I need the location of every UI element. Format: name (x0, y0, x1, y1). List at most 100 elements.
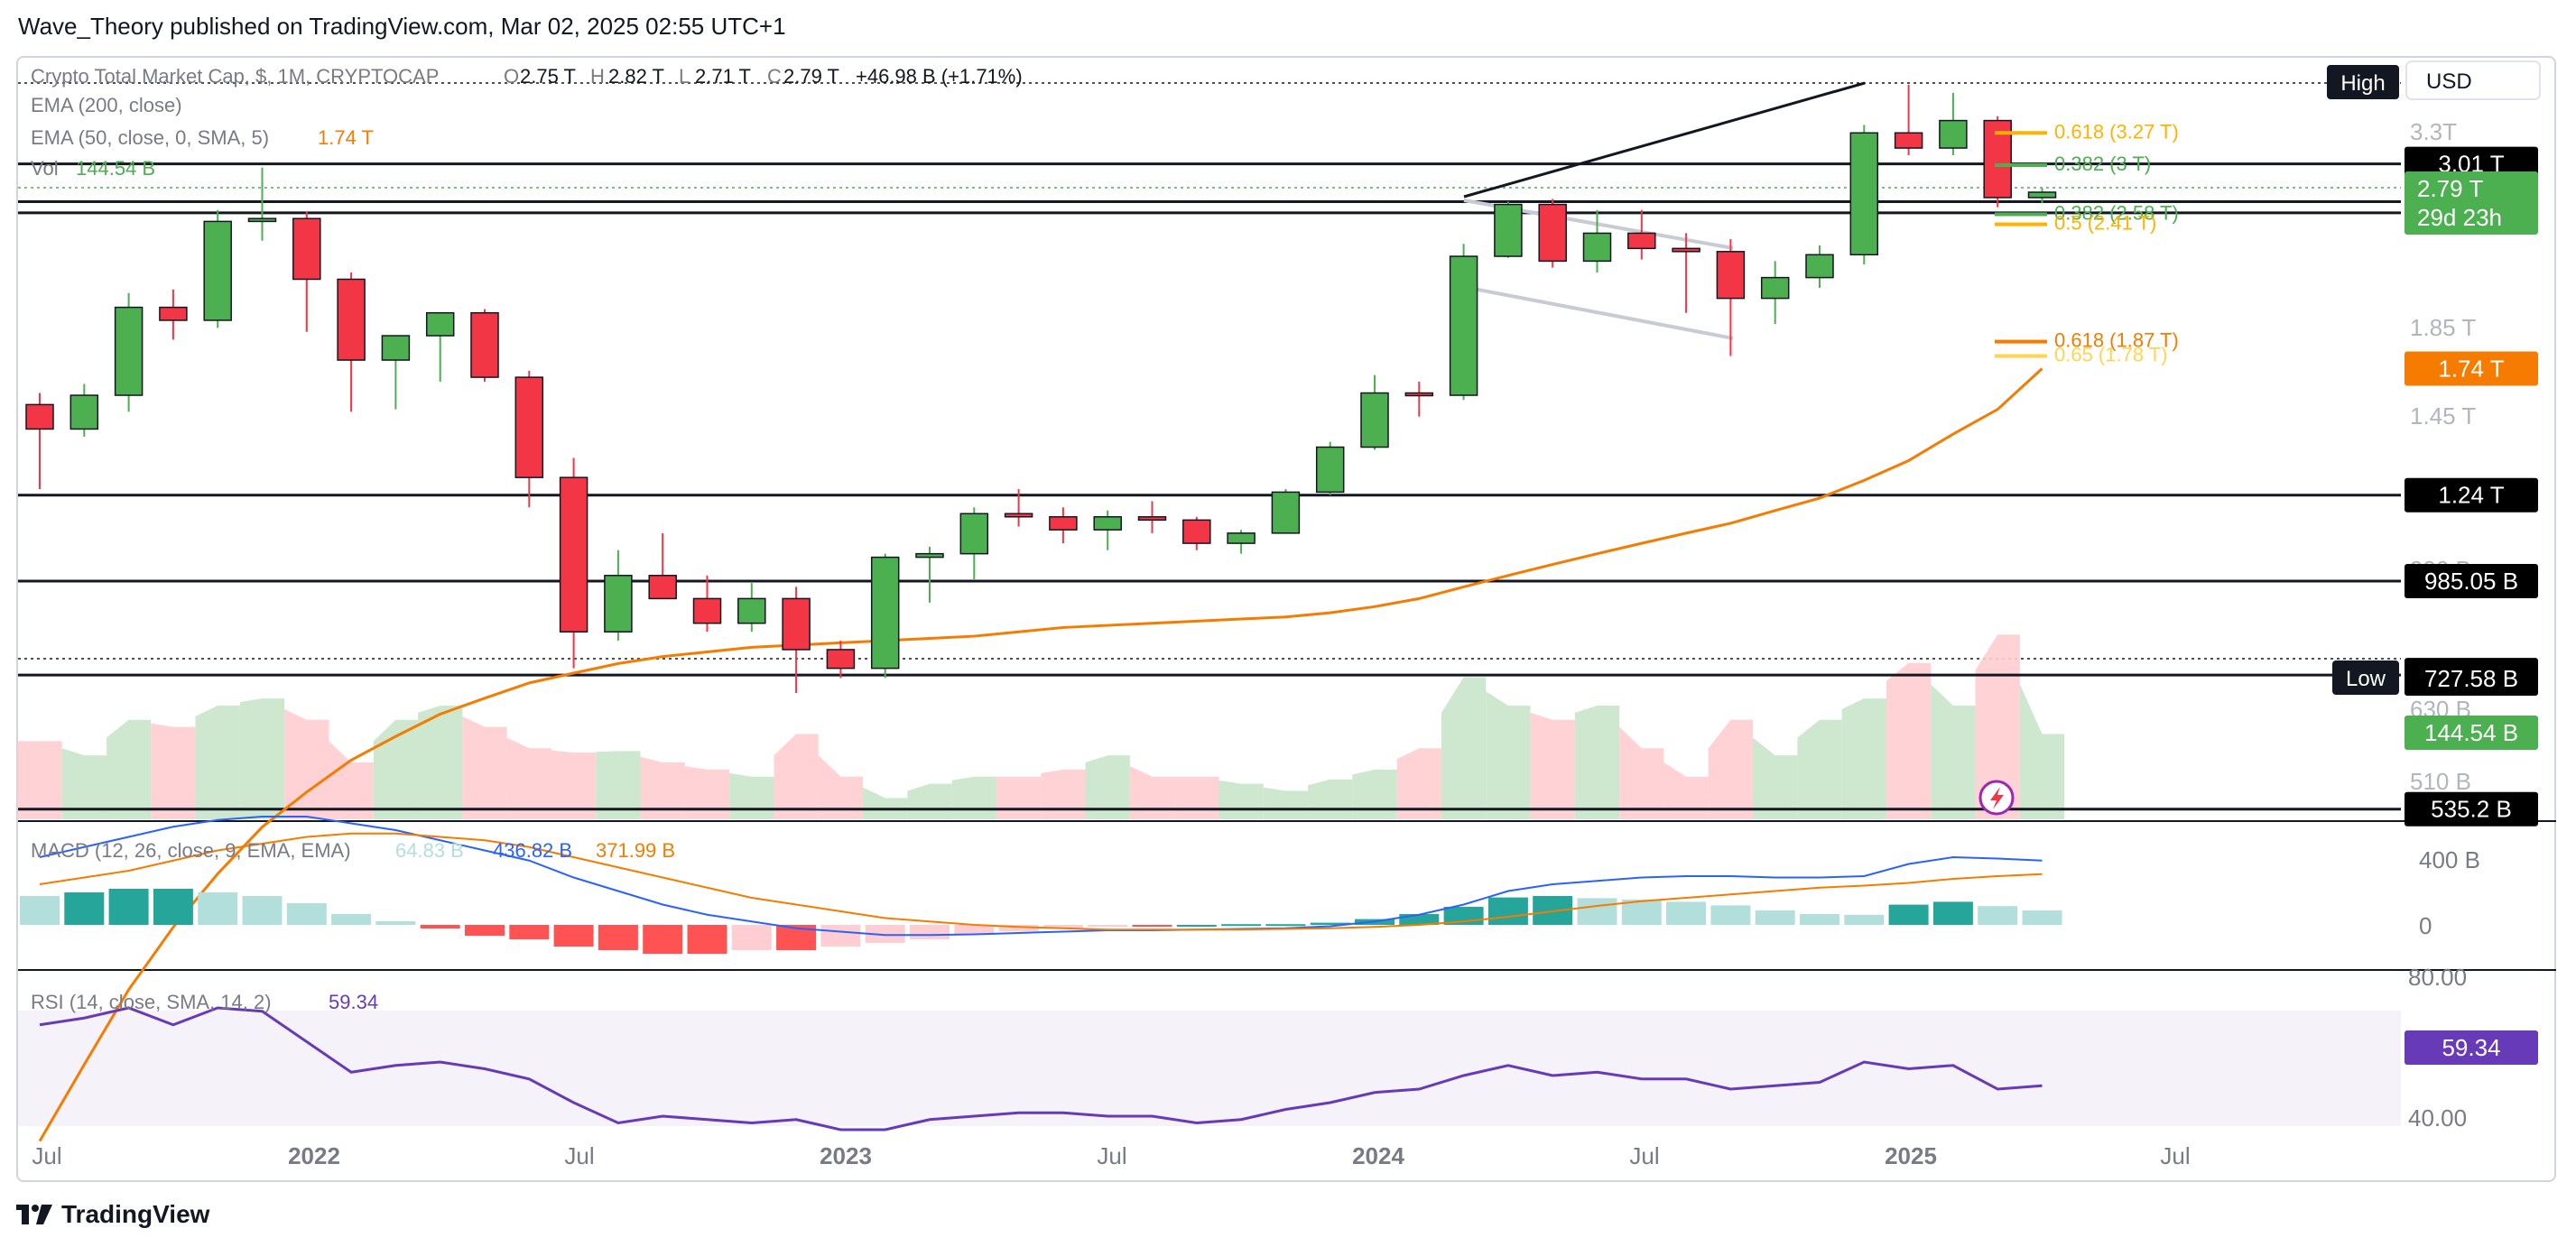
volume-bar-6 (284, 708, 329, 819)
legend-ema50[interactable]: EMA (50, close, 0, SMA, 5) (31, 126, 269, 149)
chart-frame (16, 56, 2556, 1182)
volume-bar-18 (818, 755, 864, 819)
candle-6[interactable] (292, 211, 321, 332)
candle-body (247, 217, 277, 223)
candle-body (737, 597, 766, 624)
candle-body (2027, 191, 2057, 199)
y-label-1: 1.85 T (2410, 314, 2476, 341)
candle-42[interactable] (1894, 84, 1923, 156)
rsi-value-tag[interactable]: 59.34 (2405, 1030, 2538, 1065)
candle-24[interactable] (1093, 510, 1122, 550)
macd-hist-22 (998, 925, 1039, 932)
candle-25[interactable] (1137, 501, 1167, 533)
level-tag-4[interactable]: 985.05 B (2405, 564, 2538, 599)
candle-9[interactable] (425, 311, 455, 383)
candle-36[interactable] (1627, 209, 1656, 260)
candles-layer[interactable] (25, 84, 2057, 694)
candle-18[interactable] (826, 640, 856, 679)
candle-body (337, 278, 366, 361)
candle-26[interactable] (1182, 516, 1211, 550)
candle-43[interactable] (1939, 92, 1968, 156)
candle-38[interactable] (1716, 239, 1746, 356)
volume-bar-15 (684, 765, 730, 819)
candle-41[interactable] (1849, 125, 1879, 264)
candle-19[interactable] (870, 553, 900, 679)
candle-5[interactable] (247, 167, 277, 241)
candle-body (604, 575, 633, 633)
low-button[interactable]: Low (2332, 660, 2399, 695)
volume-bar-7 (329, 741, 374, 819)
volume-bar-8 (373, 719, 419, 819)
candle-body (159, 306, 188, 321)
candle-7[interactable] (337, 272, 366, 412)
y-label-0: 3.3T (2410, 118, 2457, 145)
high-button[interactable]: High (2327, 65, 2399, 99)
macd-value: 436.82 B (493, 839, 572, 862)
macd-hist-20 (910, 925, 950, 939)
candle-1[interactable] (69, 383, 99, 437)
candle-28[interactable] (1271, 489, 1301, 534)
level-tag-3-bg (2405, 477, 2538, 513)
candle-2[interactable] (114, 292, 144, 412)
ema-price-tag[interactable]: 1.74 T (2405, 351, 2538, 386)
macd-legend[interactable]: MACD (12, 26, close, 9, EMA, EMA) (31, 839, 351, 862)
candle-30[interactable] (1360, 374, 1389, 450)
candle-0[interactable] (25, 393, 54, 490)
volume-tag[interactable]: 144.54 B (2405, 716, 2538, 750)
candle-22[interactable] (1004, 489, 1033, 527)
candle-10[interactable] (470, 309, 499, 383)
candle-4[interactable] (203, 209, 232, 328)
candle-31[interactable] (1404, 382, 1434, 417)
candle-16[interactable] (737, 583, 766, 633)
low-price-tag[interactable]: 727.58 B (2405, 661, 2538, 696)
candle-35[interactable] (1582, 209, 1612, 273)
candle-body (1849, 132, 1879, 256)
legend-vol[interactable]: Vol (31, 157, 59, 180)
candle-44[interactable] (1983, 115, 2012, 208)
candle-12[interactable] (559, 457, 588, 669)
candle-37[interactable] (1672, 233, 1700, 313)
level-tag-4-text: 985.05 B (2424, 568, 2518, 595)
candle-body (514, 376, 544, 478)
candle-8[interactable] (381, 335, 411, 410)
candle-15[interactable] (692, 575, 722, 633)
ema-price-tag-text: 1.74 T (2438, 355, 2504, 382)
candle-11[interactable] (514, 370, 544, 508)
volume-bar-22 (996, 776, 1042, 819)
legend-symbol[interactable]: Crypto Total Market Cap, $, 1M, CRYPTOCA… (31, 65, 439, 88)
candle-27[interactable] (1227, 530, 1256, 554)
currency-button[interactable]: USD (2405, 60, 2541, 100)
candle-21[interactable] (959, 507, 989, 579)
candle-13[interactable] (604, 550, 633, 641)
candle-body (1315, 446, 1345, 494)
candle-20[interactable] (915, 546, 944, 603)
candle-33[interactable] (1494, 201, 1523, 258)
rsi-legend[interactable]: RSI (14, close, SMA, 14, 2) (31, 991, 272, 1013)
candle-39[interactable] (1760, 261, 1790, 325)
candle-14[interactable] (648, 532, 677, 600)
candle-body (782, 597, 811, 651)
rsi-value-tag-bg (2405, 1030, 2538, 1065)
tradingview-brand[interactable]: TradingView (16, 1200, 209, 1229)
candle-34[interactable] (1538, 199, 1567, 268)
candle-45[interactable] (2027, 188, 2057, 204)
macd-hist-0 (20, 896, 60, 925)
fib-label-3: 0.5 (2.41 T) (2054, 212, 2156, 235)
candle-3[interactable] (159, 289, 188, 340)
lightning-icon[interactable] (1978, 780, 2015, 816)
candle-40[interactable] (1805, 245, 1834, 288)
level-tag-3[interactable]: 1.24 T (2405, 477, 2538, 513)
macd-hist-value: 64.83 B (395, 839, 464, 862)
candle-23[interactable] (1049, 507, 1078, 544)
candle-32[interactable] (1449, 244, 1478, 401)
volume-bar-17 (774, 734, 819, 819)
candle-body (1494, 203, 1523, 257)
candle-17[interactable] (782, 587, 811, 694)
candle-29[interactable] (1315, 441, 1345, 495)
level-tag-6[interactable]: 535.2 B (2405, 791, 2538, 827)
macd-hist-7 (331, 914, 372, 925)
volume-bar-13 (596, 751, 641, 819)
legend-ema200[interactable]: EMA (200, close) (31, 94, 182, 116)
